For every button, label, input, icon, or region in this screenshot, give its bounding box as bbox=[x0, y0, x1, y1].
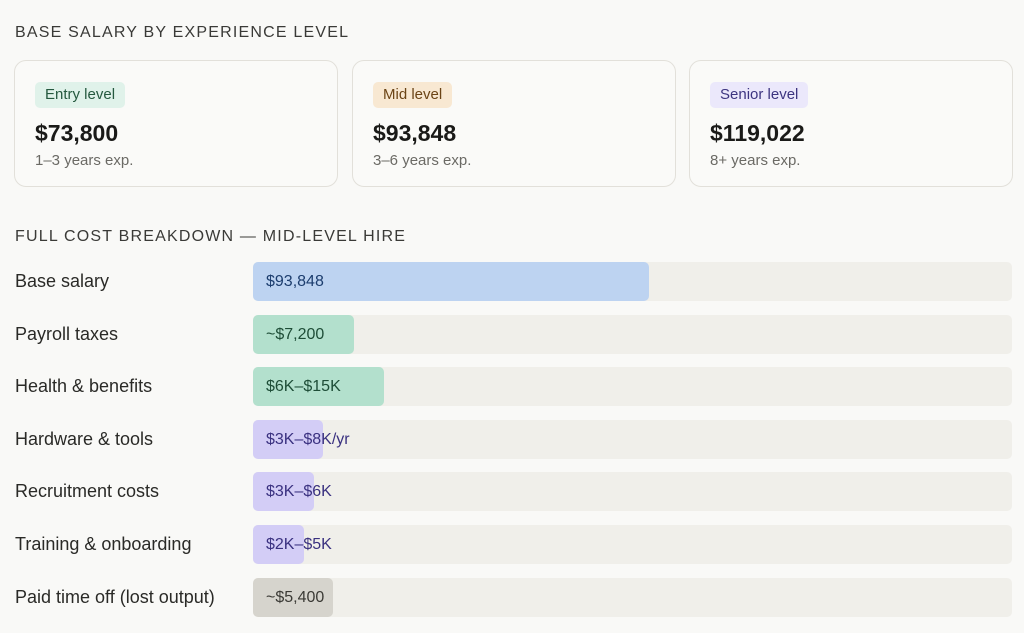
cost-row: Hardware & tools $3K–$8K/yr bbox=[0, 419, 1024, 459]
salary-amount-senior: $119,022 bbox=[710, 120, 805, 146]
card-mid-level: Mid level $93,848 3–6 years exp. bbox=[352, 60, 676, 187]
cost-row-label: Payroll taxes bbox=[15, 323, 119, 344]
section-title-cost-breakdown: FULL COST BREAKDOWN — MID-LEVEL HIRE bbox=[15, 228, 407, 245]
experience-mid: 3–6 years exp. bbox=[373, 152, 472, 169]
card-entry-level: Entry level $73,800 1–3 years exp. bbox=[14, 60, 338, 187]
bar-track: $6K–$15K bbox=[253, 367, 1012, 407]
bar-track: $93,848 bbox=[253, 262, 1012, 301]
salary-amount-mid: $93,848 bbox=[373, 120, 457, 146]
cost-bar bbox=[253, 314, 354, 354]
cost-bar-value-label: $6K–$15K bbox=[266, 378, 341, 396]
salary-cards: Entry level $73,800 1–3 years exp. Mid l… bbox=[14, 60, 1013, 187]
bar-track: $2K–$5K bbox=[253, 525, 1012, 564]
cost-row: Paid time off (lost output) ~$5,400 bbox=[0, 577, 1024, 617]
cost-bar-value-label: $2K–$5K bbox=[266, 536, 332, 553]
card-senior-level: Senior level $119,022 8+ years exp. bbox=[689, 60, 1013, 187]
cost-row-label: Training & onboarding bbox=[15, 534, 192, 554]
badge-entry-level: Entry level bbox=[35, 82, 126, 108]
cost-bar-value-label: ~$7,200 bbox=[266, 325, 325, 343]
section-title-base-salary: BASE SALARY BY EXPERIENCE LEVEL bbox=[15, 24, 350, 41]
cost-bar bbox=[253, 262, 649, 301]
bar-track: $3K–$6K bbox=[253, 472, 1012, 512]
cost-bar bbox=[253, 419, 323, 459]
cost-bar-value-label: $3K–$6K bbox=[266, 483, 332, 501]
cost-row-label: Health & benefits bbox=[15, 376, 153, 397]
bar-track: ~$5,400 bbox=[253, 577, 1012, 617]
cost-row-label: Recruitment costs bbox=[15, 481, 160, 502]
cost-bar-value-label: $93,848 bbox=[266, 273, 324, 290]
cost-bar bbox=[253, 525, 304, 564]
bar-track: ~$7,200 bbox=[253, 314, 1012, 354]
cost-row-label: Paid time off (lost output) bbox=[15, 586, 215, 607]
cost-bar bbox=[253, 472, 314, 512]
cost-row: Recruitment costs $3K–$6K bbox=[0, 472, 1024, 512]
experience-entry: 1–3 years exp. bbox=[35, 152, 134, 169]
cost-bar bbox=[253, 367, 384, 407]
salary-amount-entry: $73,800 bbox=[35, 120, 119, 146]
cost-row-label: Hardware & tools bbox=[15, 428, 154, 449]
cost-bar-value-label: ~$5,400 bbox=[266, 588, 325, 606]
cost-row: Training & onboarding $2K–$5K bbox=[0, 525, 1024, 564]
cost-row: Payroll taxes ~$7,200 bbox=[0, 314, 1024, 354]
cost-bar-value-label: $3K–$8K/yr bbox=[266, 430, 350, 448]
cost-row: Base salary $93,848 bbox=[0, 262, 1024, 301]
cost-bar bbox=[253, 577, 333, 617]
badge-mid-level: Mid level bbox=[373, 82, 453, 108]
cost-row-label: Base salary bbox=[15, 271, 110, 291]
experience-senior: 8+ years exp. bbox=[710, 152, 801, 169]
badge-senior-level: Senior level bbox=[710, 82, 809, 108]
cost-row: Health & benefits $6K–$15K bbox=[0, 367, 1024, 407]
bar-track: $3K–$8K/yr bbox=[253, 419, 1012, 459]
